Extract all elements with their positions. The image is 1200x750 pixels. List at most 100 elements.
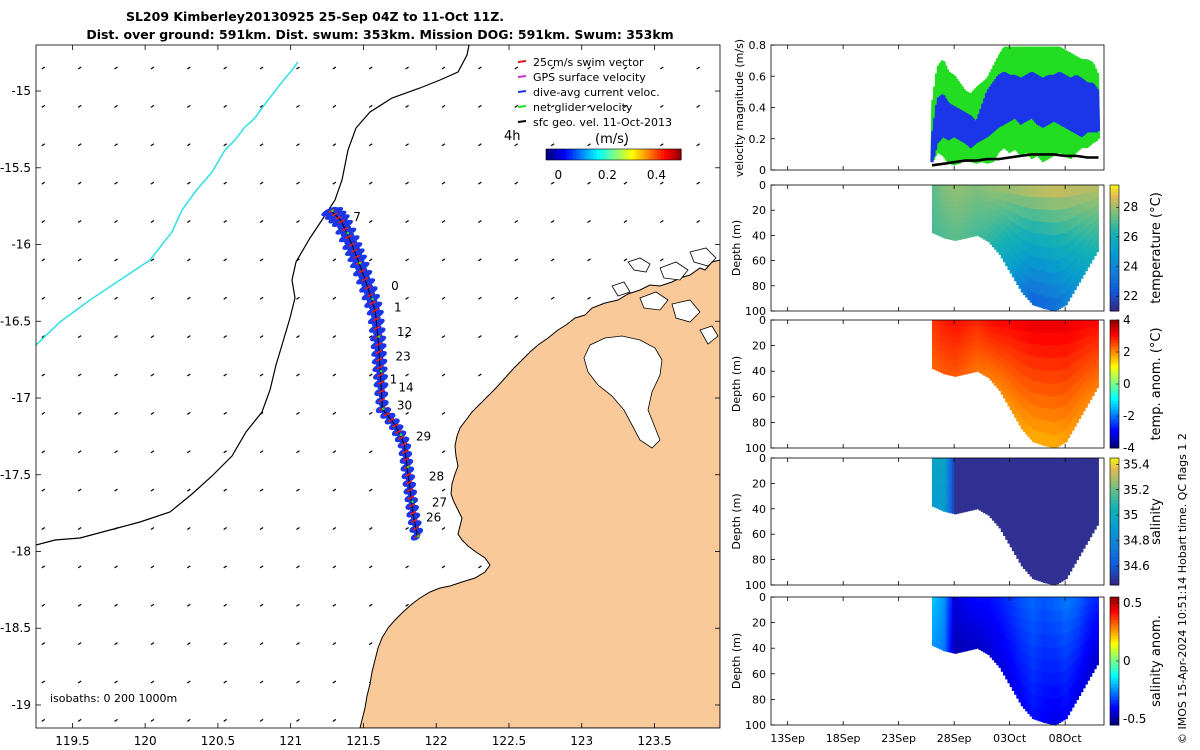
section-cell <box>1067 208 1071 221</box>
section-cell <box>1080 467 1084 478</box>
sfc-velocity-arrow <box>259 642 264 646</box>
section-cell <box>974 340 977 347</box>
section-cell <box>967 458 971 464</box>
section-cell <box>958 624 962 631</box>
section-cell <box>940 478 944 485</box>
section-cell <box>1025 354 1028 367</box>
section-cell <box>1036 633 1040 647</box>
section-cell <box>951 636 955 643</box>
colorbar-tick-label: 0.5 <box>1123 596 1142 610</box>
section-cell <box>1062 356 1066 370</box>
section-cell <box>1051 345 1055 359</box>
section-cell <box>994 378 997 386</box>
section-cell <box>1005 225 1008 234</box>
section-cell <box>947 602 951 609</box>
section-cell <box>971 458 975 464</box>
section-colorbar-swatch <box>1110 606 1119 611</box>
section-cell <box>989 202 993 210</box>
swim-vector <box>383 412 391 417</box>
sfc-velocity-arrow <box>114 373 118 377</box>
section-cell <box>1040 344 1044 358</box>
section-cell <box>1002 465 1006 474</box>
section-cell <box>996 511 1000 520</box>
section-cell <box>1078 616 1082 628</box>
section-cell <box>1078 487 1082 498</box>
section-cell <box>1022 557 1026 569</box>
section-cell <box>945 227 948 234</box>
section-cell <box>931 194 935 200</box>
section-cell <box>994 477 997 485</box>
sfc-velocity-arrow <box>223 143 228 147</box>
section-cell <box>940 216 944 222</box>
section-cell <box>949 201 953 208</box>
section-cell <box>1062 543 1066 557</box>
section-colorbar-swatch <box>1110 502 1119 507</box>
section-cell <box>1078 656 1082 667</box>
section-cell <box>1096 333 1099 341</box>
section-cell <box>1036 707 1040 721</box>
section-cell <box>1005 466 1008 475</box>
section-cell <box>1009 328 1013 339</box>
day-label: 1 <box>390 373 398 387</box>
section-cell <box>983 458 986 464</box>
section-cell <box>954 336 957 344</box>
section-cell <box>1060 369 1064 383</box>
swim-vector <box>361 277 369 282</box>
sfc-velocity-arrow <box>514 66 519 70</box>
section-cell <box>1058 234 1062 248</box>
section-cell <box>931 223 935 229</box>
section-cell <box>1071 342 1075 354</box>
section-colorbar-swatch <box>1110 225 1119 230</box>
section-cell <box>980 623 984 630</box>
section-cell <box>1036 369 1040 383</box>
section-cell <box>947 190 951 197</box>
current-vector-blob <box>377 382 389 390</box>
section-cell <box>1089 255 1093 264</box>
section-cell <box>980 330 984 337</box>
section-cell <box>1056 558 1059 572</box>
section-cell <box>958 635 962 642</box>
section-cell <box>1060 494 1064 508</box>
section-cell <box>956 359 960 366</box>
sfc-velocity-arrow <box>114 335 118 339</box>
section-cell <box>1034 645 1037 659</box>
section-cell <box>963 352 966 359</box>
section-cell <box>987 637 991 644</box>
colorbar-swatch <box>667 149 672 160</box>
section-cell <box>1067 367 1071 380</box>
section-cell <box>1040 382 1044 396</box>
section-cell <box>1078 506 1082 518</box>
section-cell <box>943 368 946 375</box>
section-cell <box>976 488 980 495</box>
section-cell <box>1007 371 1011 381</box>
section-cell <box>934 492 937 498</box>
section-cell <box>943 320 946 326</box>
section-cell <box>949 597 953 604</box>
section-cell <box>1042 222 1046 235</box>
section-cell <box>954 608 957 615</box>
sfc-velocity-arrow <box>296 565 300 569</box>
section-cell <box>956 336 960 343</box>
section-cell <box>1082 678 1086 689</box>
section-cell <box>1089 200 1093 209</box>
section-cell <box>963 495 966 502</box>
section-cell <box>1060 659 1064 672</box>
section-cell <box>956 331 960 338</box>
section-cell <box>934 467 937 474</box>
section-cell <box>945 185 948 191</box>
section-cell <box>978 346 982 352</box>
section-cell <box>1071 685 1075 697</box>
section-cell <box>954 353 957 360</box>
section-cell <box>949 474 953 481</box>
section-cell <box>1034 555 1037 568</box>
section-cell <box>1054 496 1057 510</box>
section-cell <box>1062 555 1066 569</box>
section-cell <box>1062 658 1066 672</box>
section-cell <box>1049 673 1053 687</box>
sfc-velocity-arrow <box>514 104 519 108</box>
section-cell <box>1000 458 1004 466</box>
section-cell <box>931 354 935 360</box>
section-cell <box>1056 597 1059 611</box>
section-cell <box>1096 353 1099 362</box>
section-cell <box>1051 571 1055 585</box>
